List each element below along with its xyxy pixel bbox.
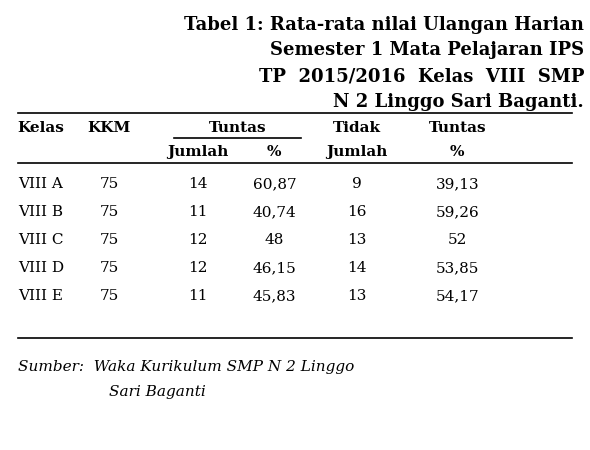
- Text: Jumlah: Jumlah: [167, 145, 228, 159]
- Text: Tuntas: Tuntas: [428, 121, 486, 135]
- Text: VIII D: VIII D: [18, 261, 64, 275]
- Text: 75: 75: [100, 177, 119, 192]
- Text: 12: 12: [188, 261, 208, 275]
- Text: 13: 13: [348, 233, 366, 248]
- Text: Sumber:  Waka Kurikulum SMP N 2 Linggo: Sumber: Waka Kurikulum SMP N 2 Linggo: [18, 360, 354, 374]
- Text: 48: 48: [265, 233, 284, 248]
- Text: 53,85: 53,85: [435, 261, 479, 275]
- Text: Tidak: Tidak: [333, 121, 381, 135]
- Text: KKM: KKM: [87, 121, 131, 135]
- Text: 11: 11: [188, 205, 208, 220]
- Text: 39,13: 39,13: [435, 177, 479, 192]
- Text: Tabel 1: Rata-rata nilai Ulangan Harian: Tabel 1: Rata-rata nilai Ulangan Harian: [184, 16, 584, 34]
- Text: Semester 1 Mata Pelajaran IPS: Semester 1 Mata Pelajaran IPS: [270, 41, 584, 59]
- Text: Jumlah: Jumlah: [326, 145, 388, 159]
- Text: %: %: [267, 145, 281, 159]
- Text: 52: 52: [448, 233, 467, 248]
- Text: 11: 11: [188, 289, 208, 303]
- Text: 59,26: 59,26: [435, 205, 479, 220]
- Text: 54,17: 54,17: [435, 289, 479, 303]
- Text: N 2 Linggo Sari Baganti.: N 2 Linggo Sari Baganti.: [333, 93, 584, 111]
- Text: TP  2015/2016  Kelas  VIII  SMP: TP 2015/2016 Kelas VIII SMP: [258, 67, 584, 85]
- Text: 14: 14: [188, 177, 208, 192]
- Text: %: %: [450, 145, 464, 159]
- Text: 9: 9: [352, 177, 362, 192]
- Text: 75: 75: [100, 289, 119, 303]
- Text: VIII A: VIII A: [18, 177, 63, 192]
- Text: 75: 75: [100, 205, 119, 220]
- Text: VIII B: VIII B: [18, 205, 63, 220]
- Text: VIII E: VIII E: [18, 289, 63, 303]
- Text: 75: 75: [100, 233, 119, 248]
- Text: VIII C: VIII C: [18, 233, 63, 248]
- Text: 13: 13: [348, 289, 366, 303]
- Text: Sari Baganti: Sari Baganti: [109, 385, 206, 400]
- Text: 46,15: 46,15: [253, 261, 296, 275]
- Text: 40,74: 40,74: [253, 205, 296, 220]
- Text: Kelas: Kelas: [18, 121, 64, 135]
- Text: 45,83: 45,83: [253, 289, 296, 303]
- Text: 75: 75: [100, 261, 119, 275]
- Text: 60,87: 60,87: [253, 177, 296, 192]
- Text: 14: 14: [347, 261, 367, 275]
- Text: 12: 12: [188, 233, 208, 248]
- Text: 16: 16: [347, 205, 367, 220]
- Text: Tuntas: Tuntas: [209, 121, 266, 135]
